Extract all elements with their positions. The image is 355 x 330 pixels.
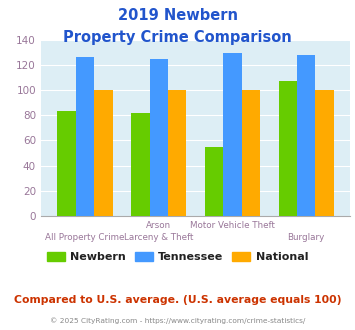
Bar (58, 112, 76, 216)
Bar (315, 90, 334, 216)
Bar (223, 53, 242, 216)
Text: Motor Vehicle Theft: Motor Vehicle Theft (190, 221, 275, 230)
Bar (279, 81, 297, 216)
Text: 2019 Newbern: 2019 Newbern (118, 8, 237, 23)
Bar (131, 113, 149, 216)
Bar (205, 147, 223, 216)
Bar (242, 90, 260, 216)
Text: Property Crime Comparison: Property Crime Comparison (63, 30, 292, 45)
Text: Burglary: Burglary (288, 233, 325, 242)
Text: Compared to U.S. average. (U.S. average equals 100): Compared to U.S. average. (U.S. average … (14, 295, 341, 305)
Bar (76, 57, 94, 216)
Legend: Newbern, Tennessee, National: Newbern, Tennessee, National (42, 248, 313, 267)
Bar (149, 58, 168, 216)
Text: All Property Crime: All Property Crime (45, 233, 125, 242)
Bar (168, 90, 186, 216)
Bar (297, 55, 315, 216)
Text: © 2025 CityRating.com - https://www.cityrating.com/crime-statistics/: © 2025 CityRating.com - https://www.city… (50, 317, 305, 324)
Text: Larceny & Theft: Larceny & Theft (124, 233, 193, 242)
Bar (94, 90, 113, 216)
Text: Arson: Arson (146, 221, 171, 230)
